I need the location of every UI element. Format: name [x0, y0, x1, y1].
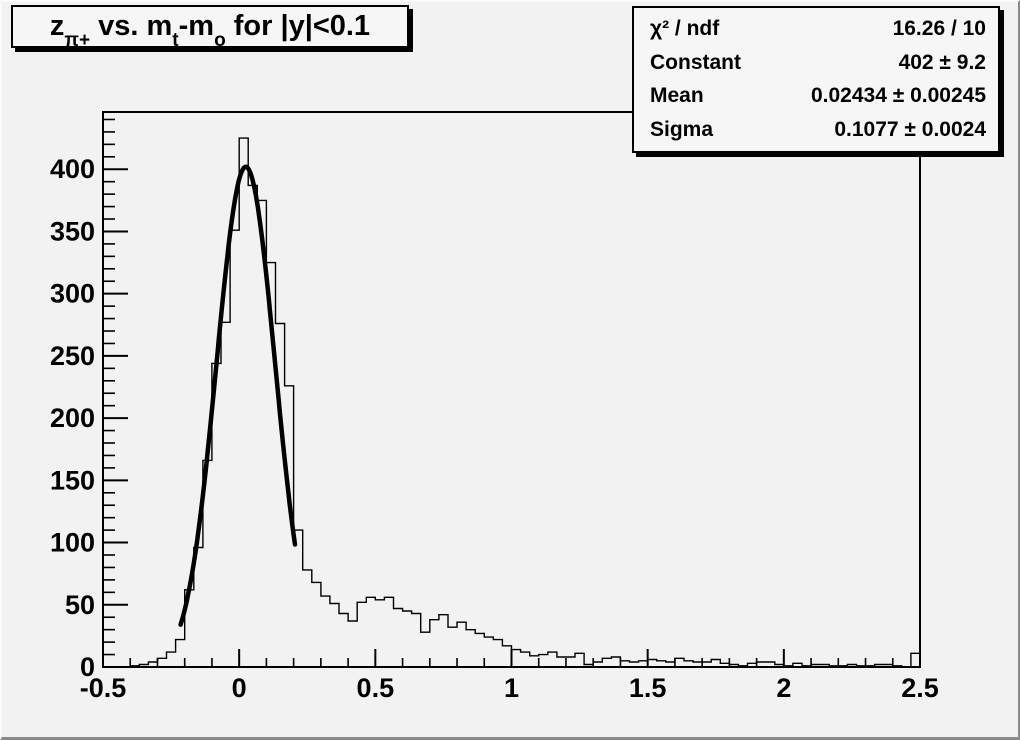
stats-row-constant: Constant 402 ± 9.2	[650, 51, 986, 75]
title-text: z	[49, 10, 65, 42]
stats-row-sigma: Sigma 0.1077 ± 0.0024	[650, 118, 986, 142]
x-tick-label: 2.5	[901, 673, 939, 703]
title-box: zπ+ vs. mt-mo for |y|<0.1	[11, 5, 409, 51]
stats-label-mean: Mean	[650, 84, 704, 108]
x-tick-label: -0.5	[80, 673, 127, 703]
plot-frame	[102, 111, 921, 668]
stats-value-constant: 402 ± 9.2	[898, 50, 986, 74]
stats-label-constant: Constant	[650, 50, 741, 74]
y-tick-label: 50	[65, 590, 95, 620]
histogram-line	[103, 137, 921, 668]
title-sub-pi: π+	[64, 29, 91, 51]
stats-label-sigma: Sigma	[650, 118, 714, 142]
title-mid: vs. m	[90, 10, 173, 42]
y-tick-label: 400	[50, 154, 95, 184]
title-sub-t: t	[172, 29, 179, 51]
y-tick-label: 300	[50, 279, 95, 309]
y-axis: 0 50 100 150 200 250 300 350 400	[50, 118, 128, 682]
stats-value-sigma: 0.1077 ± 0.0024	[834, 118, 986, 142]
y-tick-label: 100	[50, 528, 95, 558]
stats-box: χ² / ndf 16.26 / 10 Constant 402 ± 9.2 M…	[632, 6, 1000, 153]
x-tick-label: 0	[232, 673, 247, 703]
title-sub-o: o	[214, 29, 226, 51]
x-tick-label: 1.5	[629, 673, 667, 703]
y-tick-label: 200	[50, 403, 95, 433]
y-tick-label: 250	[50, 341, 95, 371]
x-axis: -0.5 0 0.5 1 1.5 2 2.5	[80, 649, 939, 703]
title-dash: -m	[178, 10, 215, 42]
y-tick-label: 0	[80, 652, 95, 682]
stats-row-chi2: χ² / ndf 16.26 / 10	[650, 17, 986, 41]
title-rest: for |y|<0.1	[225, 10, 371, 42]
x-tick-label: 1	[504, 673, 519, 703]
stats-row-mean: Mean 0.02434 ± 0.00245	[650, 84, 986, 108]
y-tick-label: 350	[50, 216, 95, 246]
x-tick-label: 0.5	[357, 673, 395, 703]
x-tick-label: 2	[776, 673, 791, 703]
stats-value-chi2: 16.26 / 10	[892, 16, 986, 40]
y-tick-label: 150	[50, 465, 95, 495]
stats-value-mean: 0.02434 ± 0.00245	[810, 84, 986, 108]
fit-curve	[178, 164, 298, 627]
stats-label-chi2: χ² / ndf	[650, 16, 720, 40]
